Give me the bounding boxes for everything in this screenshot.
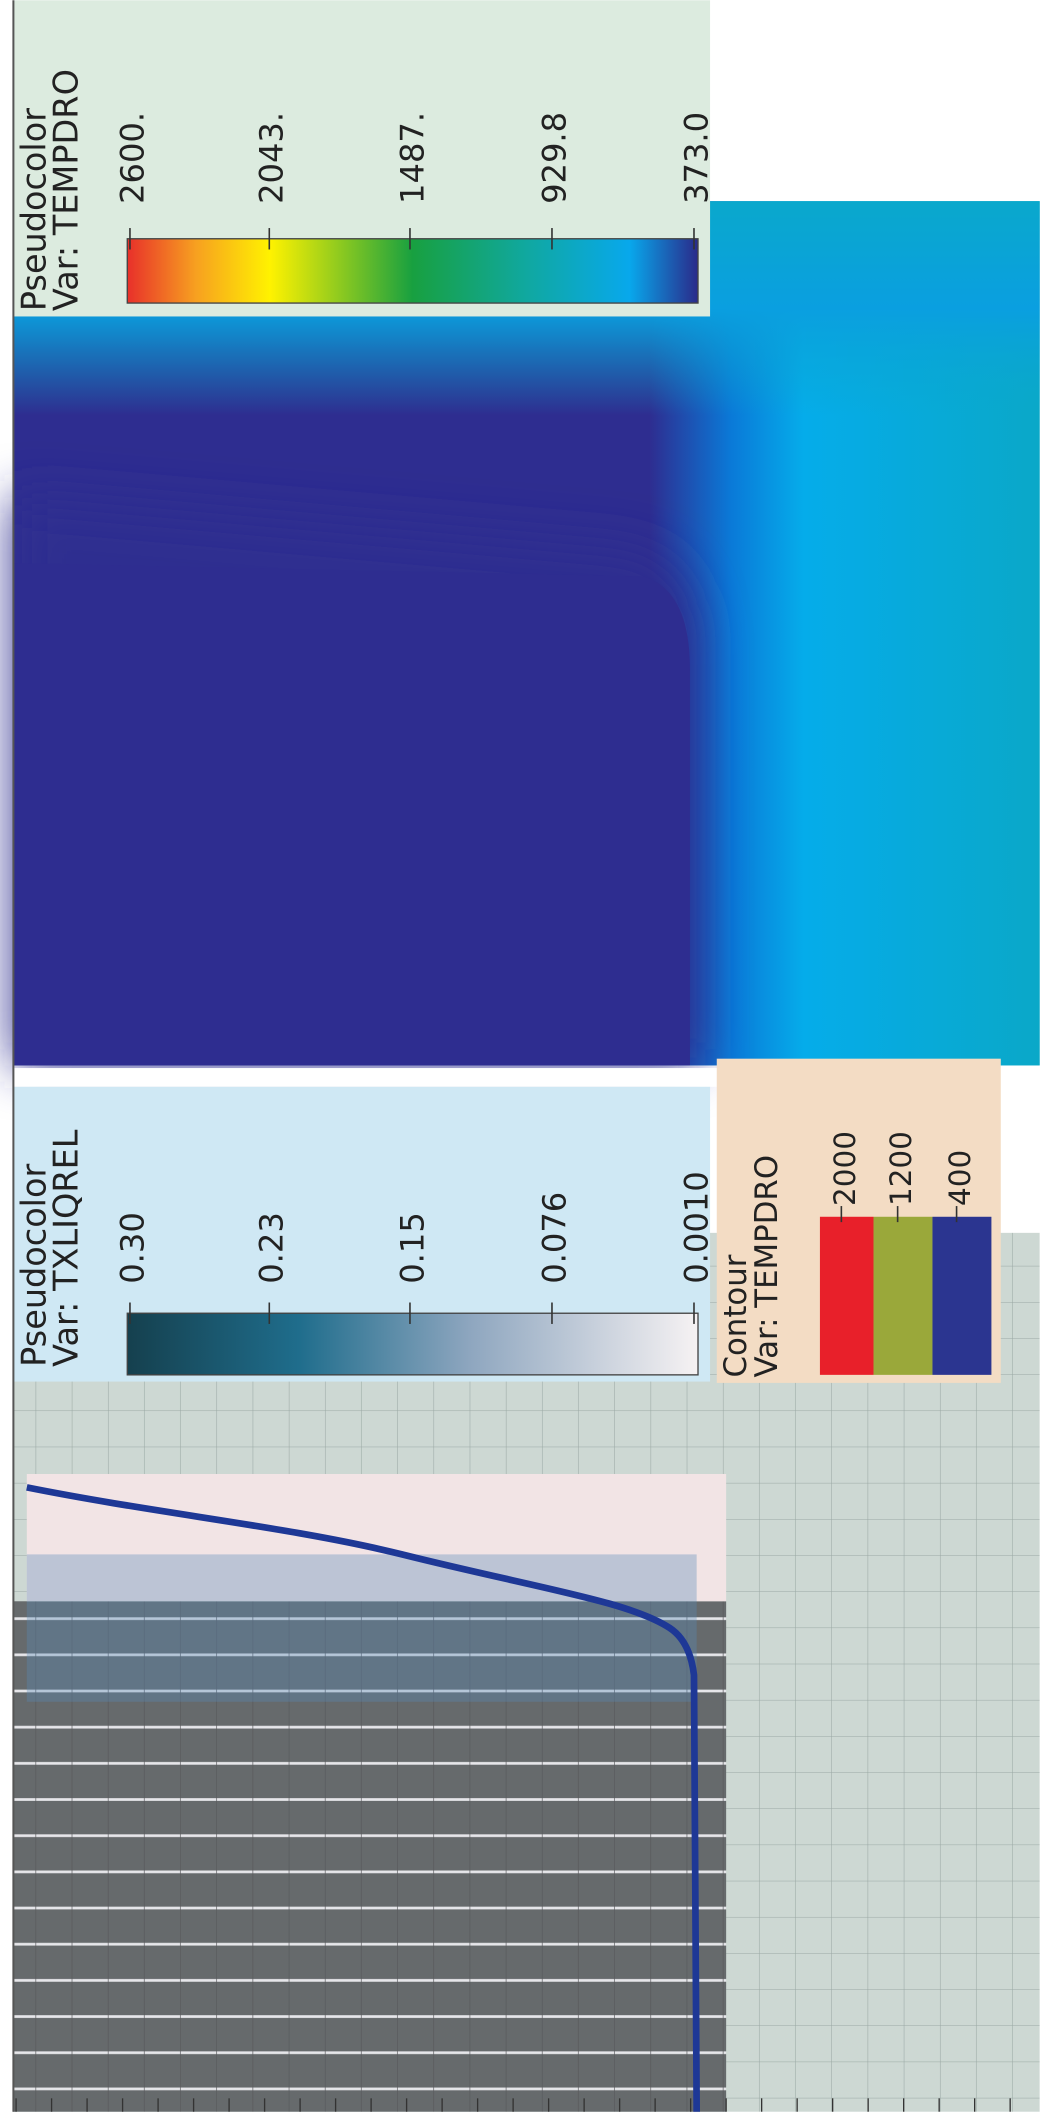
legend-title: Pseudocolor [15,108,54,311]
legend-variable: Var: TXLIQREL [47,1129,86,1367]
legend-title: Pseudocolor [15,1164,54,1367]
legend-variable: Var: TEMPDRO [749,1155,785,1378]
tick-label: 929.8 [535,112,573,204]
contour-swatch [819,1216,874,1375]
tick-label: 0.15 [393,1212,431,1284]
tick-label: 2043. [253,112,291,204]
level-label: 2000 [828,1131,862,1206]
contour-swatch [873,1216,933,1375]
colorbar [126,1312,699,1376]
legend-variable: Var: TEMPDRO [47,69,86,311]
contour-swatch [932,1216,992,1375]
tick-label: 1487. [393,112,431,204]
tick-label: 0.23 [253,1212,291,1284]
tick-label: 0.0010 [677,1171,715,1283]
tick-label: 0.076 [535,1192,573,1284]
level-label: 400 [943,1150,977,1206]
temperature-field [13,201,1040,1066]
tick-label: 0.30 [113,1212,151,1284]
tick-label: 2600. [113,112,151,204]
colorbar [126,238,699,304]
level-label: 1200 [884,1131,918,1206]
bottom-ruler [12,0,1011,2112]
tick-label: 373.0 [677,112,715,204]
legend-title: Contour [718,1254,754,1377]
contour-line [26,1484,701,2112]
